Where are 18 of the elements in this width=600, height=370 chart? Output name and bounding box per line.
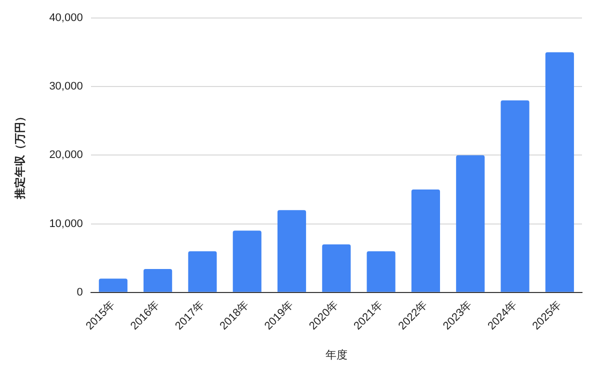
bar xyxy=(98,278,128,292)
y-tick-label: 30,000 xyxy=(49,80,83,93)
y-tick-label: 20,000 xyxy=(49,149,83,162)
y-axis-title: 推定年収（万円） xyxy=(14,111,27,200)
x-axis-title: 年度 xyxy=(325,348,348,362)
bar xyxy=(322,244,351,292)
bar xyxy=(232,230,262,292)
bar xyxy=(456,155,485,292)
y-tick-label: 40,000 xyxy=(49,12,83,24)
bar xyxy=(500,100,530,292)
y-tick-label: 10,000 xyxy=(49,218,83,230)
bar xyxy=(366,251,396,292)
bar xyxy=(277,210,306,292)
bar xyxy=(188,251,217,292)
bar xyxy=(545,52,574,292)
y-tick-label: 0 xyxy=(76,286,83,298)
bar xyxy=(411,189,440,292)
bar xyxy=(144,269,172,292)
